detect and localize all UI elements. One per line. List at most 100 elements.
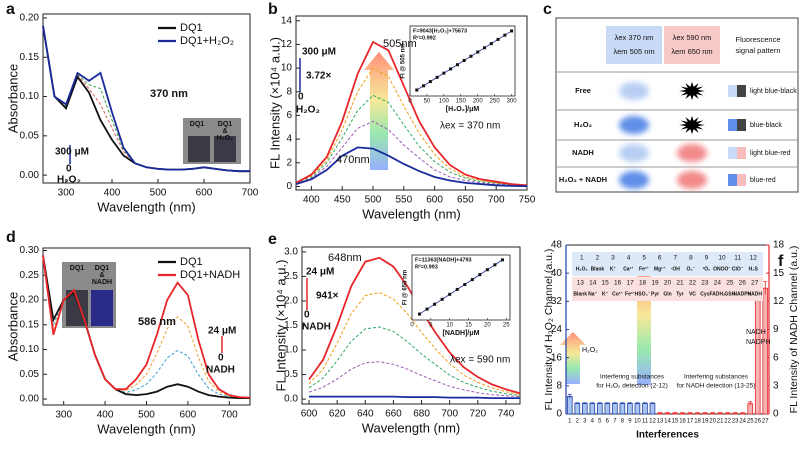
inset-point bbox=[503, 33, 507, 37]
x-tick-label: 14 bbox=[664, 419, 671, 425]
annotation: 505nm bbox=[383, 38, 417, 50]
inset-tick-label: 20 bbox=[484, 323, 491, 329]
x-tick-label: 16 bbox=[679, 419, 686, 425]
series-line bbox=[308, 326, 521, 397]
key-name: Co²⁺ bbox=[612, 291, 623, 297]
inset-point bbox=[425, 307, 429, 311]
key-name: Mg²⁺ bbox=[654, 266, 666, 272]
row-label: H₂O₂ + NADH bbox=[559, 175, 607, 184]
key-number: 22 bbox=[689, 280, 697, 287]
key-number: 2 bbox=[596, 255, 600, 262]
y-tick-label: 0.20 bbox=[20, 13, 40, 24]
y-tick-label: 0.00 bbox=[20, 170, 40, 181]
x-tick-label: 700 bbox=[221, 410, 238, 421]
x-tick-label: 19 bbox=[702, 419, 709, 425]
x-tick-label: 600 bbox=[426, 195, 443, 206]
annotation: Interfering substances bbox=[600, 374, 665, 381]
x-tick-label: 8 bbox=[621, 419, 625, 425]
key-name: Pyr bbox=[651, 291, 659, 297]
y-tick-label: 32 bbox=[551, 296, 563, 307]
inset-frame bbox=[409, 25, 516, 97]
x-tick-label: 27 bbox=[762, 419, 769, 425]
inset-tick-label: 100 bbox=[439, 99, 450, 105]
y-tick-label: 0.10 bbox=[20, 344, 40, 355]
inset-point bbox=[440, 297, 444, 301]
legend-label: DQ1+H₂O₂ bbox=[180, 35, 234, 47]
emission-blob bbox=[619, 144, 649, 162]
inset-point bbox=[496, 37, 500, 41]
header-text: λem 505 nm bbox=[613, 47, 654, 56]
y2-tick-label: 12 bbox=[773, 296, 785, 307]
y-tick-label: 48 bbox=[551, 240, 563, 251]
annotation: 941× bbox=[316, 291, 339, 302]
photo-label: H₂O₂ bbox=[217, 135, 234, 142]
annotation: 0 bbox=[66, 164, 72, 175]
bar bbox=[574, 403, 581, 415]
x-tick-label: 15 bbox=[672, 419, 679, 425]
key-number: 3 bbox=[611, 255, 615, 262]
photo-vial bbox=[214, 136, 236, 162]
inset-point bbox=[449, 67, 453, 71]
y-tick-label: 1.5 bbox=[284, 320, 298, 331]
key-name: Fe³⁺ bbox=[625, 291, 636, 297]
annotation: 24 μM bbox=[208, 326, 236, 337]
annotation: 0 bbox=[218, 353, 224, 364]
legend-label: DQ1+NADH bbox=[180, 269, 240, 281]
x-tick-label: 11 bbox=[642, 419, 649, 425]
series-line bbox=[295, 94, 528, 187]
header-text: Fluorescence bbox=[735, 35, 780, 44]
inset-tick-label: 25 bbox=[503, 323, 510, 329]
y-tick-label: 8 bbox=[286, 86, 292, 97]
header-text: λex 590 nm bbox=[673, 33, 712, 42]
key-name: FADH₂ bbox=[709, 291, 725, 297]
key-number: 17 bbox=[626, 280, 634, 287]
annotation: for NADH detection (13-25) bbox=[677, 383, 756, 390]
x-tick-label: 4 bbox=[591, 419, 595, 425]
series-line bbox=[295, 120, 528, 187]
rainbow-arrow bbox=[560, 332, 586, 384]
header-text: λex 370 nm bbox=[615, 33, 654, 42]
key-number: 10 bbox=[718, 255, 726, 262]
y-tick-label: 0.05 bbox=[20, 130, 40, 141]
inset-point bbox=[415, 88, 419, 92]
inset-tick-label: 0 bbox=[410, 323, 414, 329]
key-number: 26 bbox=[739, 280, 747, 287]
annotation: H₂O₂ bbox=[296, 105, 320, 116]
annotation: λex = 590 nm bbox=[450, 355, 510, 366]
y-tick-label: 3.0 bbox=[284, 247, 298, 258]
annotation: 300 μM bbox=[55, 147, 89, 158]
x-tick-label: 720 bbox=[469, 409, 486, 420]
y2-tick-label: 9 bbox=[773, 324, 779, 335]
error-bar bbox=[718, 412, 723, 414]
y-tick-label: 0.30 bbox=[20, 245, 40, 256]
panel-letter: b bbox=[268, 1, 278, 18]
key-number: 11 bbox=[734, 255, 741, 262]
key-name: GSH bbox=[724, 291, 735, 297]
series-line bbox=[42, 25, 250, 173]
key-name: K⁺ bbox=[610, 266, 617, 272]
pattern-swatch bbox=[728, 85, 737, 97]
photo-label: DQ1 bbox=[218, 121, 233, 128]
key-name: H₂S bbox=[749, 266, 759, 272]
y-tick-label: 2 bbox=[286, 157, 292, 168]
key-number: 16 bbox=[614, 280, 622, 287]
x-tick-label: 20 bbox=[709, 419, 716, 425]
photo-label: & bbox=[99, 272, 104, 279]
error-bar bbox=[575, 402, 580, 405]
key-name: Blank bbox=[591, 266, 605, 272]
panel-letter: f bbox=[778, 253, 784, 270]
inset-point bbox=[463, 282, 467, 286]
key-number: 27 bbox=[751, 280, 759, 287]
x-axis-label: Interferences bbox=[636, 430, 699, 441]
annotation: 0 bbox=[298, 92, 304, 103]
inset-tick-label: 50 bbox=[424, 99, 431, 105]
decor bbox=[62, 17, 799, 385]
photo-vial bbox=[91, 290, 113, 326]
fit-equation: F=11363[NADH]+4793 bbox=[415, 257, 472, 263]
inset-point bbox=[469, 54, 473, 58]
series-line bbox=[308, 292, 521, 396]
annotation: NADPH bbox=[746, 339, 771, 346]
header-text: signal pattern bbox=[735, 46, 780, 55]
y-tick-label: 0.20 bbox=[20, 295, 40, 306]
inset-x-label: [H₂O₂]/μM bbox=[446, 106, 480, 113]
